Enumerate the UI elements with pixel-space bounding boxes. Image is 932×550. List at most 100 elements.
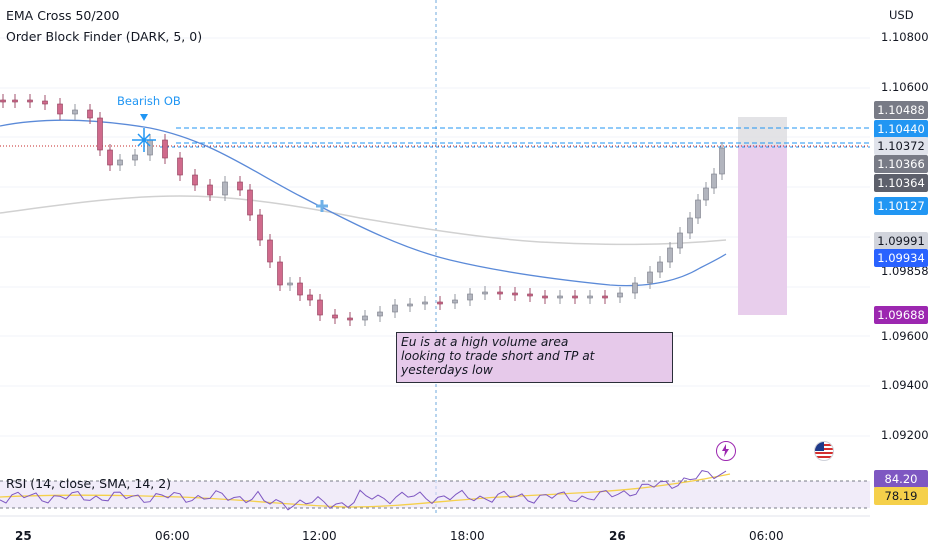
- price-axis-label: 1.09200: [881, 428, 929, 442]
- rsi-band: [0, 481, 870, 508]
- time-label-1800: 18:00: [450, 529, 485, 543]
- us-flag-event-icon[interactable]: [814, 441, 834, 461]
- candle-body: [192, 174, 198, 186]
- candle-body: [207, 184, 213, 196]
- candle-body: [317, 299, 323, 316]
- candle-body: [407, 303, 413, 307]
- price-axis-label: 1.09858: [881, 264, 929, 279]
- candle-body: [27, 99, 33, 103]
- candles: [0, 94, 725, 326]
- candle-body: [57, 103, 63, 115]
- price-axis-label: 1.10600: [881, 79, 929, 94]
- candle-body: [422, 301, 428, 305]
- candle-body: [377, 311, 383, 317]
- chart-grid: [0, 37, 870, 437]
- candle-body: [602, 295, 608, 299]
- candle-body: [72, 109, 78, 115]
- candle-body: [12, 99, 18, 103]
- candle-body: [362, 315, 368, 321]
- price-axis-label: 1.09400: [881, 378, 929, 393]
- time-label-25: 25: [15, 529, 32, 543]
- price-axis-label: 1.10800: [881, 30, 929, 44]
- candle-body: [307, 294, 313, 301]
- rsi-label[interactable]: RSI (14, close, SMA, 14, 2): [6, 476, 172, 491]
- price-tag: 1.09934: [874, 249, 928, 267]
- candle-body: [687, 217, 693, 234]
- price-tag: 1.10364: [874, 174, 928, 192]
- candle-body: [711, 173, 717, 189]
- candle-body: [117, 159, 123, 166]
- candle-body: [542, 295, 548, 299]
- candle-body: [587, 295, 593, 299]
- candle-body: [557, 295, 563, 299]
- price-tag: 1.10366: [874, 155, 928, 173]
- price-tag: 1.10127: [874, 197, 928, 215]
- indicator-order-block[interactable]: Order Block Finder (DARK, 5, 0): [6, 29, 203, 44]
- time-label-0600-next: 06:00: [749, 529, 784, 543]
- rsi-line: [0, 470, 727, 511]
- candle-body: [647, 271, 653, 284]
- candle-body: [162, 139, 168, 159]
- price-tag: 1.09688: [874, 306, 928, 324]
- candle-body: [297, 282, 303, 296]
- candle-body: [719, 147, 725, 175]
- annotation-line-3: yesterdays low: [401, 363, 493, 377]
- ema-cross-marker-icon: [316, 200, 328, 212]
- candle-body: [657, 261, 663, 273]
- candle-body: [497, 291, 503, 295]
- lightning-event-icon[interactable]: [716, 441, 736, 461]
- short-position-target-zone[interactable]: [738, 145, 787, 315]
- candle-body: [332, 314, 338, 319]
- currency-label[interactable]: USD: [889, 8, 914, 22]
- candle-body: [617, 292, 623, 298]
- candle-body: [347, 317, 353, 321]
- rsi-ma-value-tag: 78.19: [874, 487, 928, 505]
- short-position-stop-zone[interactable]: [738, 117, 787, 145]
- bearish-ob-marker-icon: [140, 114, 148, 121]
- candle-body: [257, 214, 263, 241]
- rsi-ma-line: [0, 473, 731, 508]
- time-label-26: 26: [609, 529, 626, 543]
- candle-body: [392, 304, 398, 313]
- candle-body: [452, 299, 458, 304]
- candle-body: [132, 154, 138, 161]
- price-tag: 1.10372: [874, 137, 928, 155]
- candle-body: [482, 291, 488, 295]
- time-label-0600: 06:00: [155, 529, 190, 543]
- candle-body: [87, 109, 93, 119]
- annotation-note[interactable]: Eu is at a high volume area looking to t…: [396, 332, 673, 383]
- candle-body: [107, 149, 113, 166]
- candle-body: [247, 189, 253, 216]
- candle-body: [177, 157, 183, 176]
- candle-body: [42, 100, 48, 105]
- ema-50-line: [0, 119, 727, 287]
- candle-body: [632, 282, 638, 294]
- candle-body: [512, 292, 518, 296]
- annotation-line-2: looking to trade short and TP at: [401, 349, 595, 363]
- candle-body: [667, 247, 673, 263]
- price-tag: 1.10488: [874, 101, 928, 119]
- candle-body: [222, 181, 228, 196]
- cross-marker-icon: [132, 128, 156, 152]
- time-label-1200: 12:00: [302, 529, 337, 543]
- candle-body: [572, 295, 578, 299]
- candle-body: [703, 187, 709, 201]
- candle-body: [267, 239, 273, 263]
- candle-body: [695, 199, 701, 219]
- candle-body: [97, 117, 103, 151]
- candle-body: [287, 282, 293, 286]
- candle-body: [437, 301, 443, 305]
- candle-body: [277, 261, 283, 286]
- price-axis-label: 1.09600: [881, 328, 929, 343]
- candle-body: [467, 293, 473, 301]
- candle-body: [0, 99, 6, 103]
- candle-body: [677, 232, 683, 249]
- annotation-line-1: Eu is at a high volume area: [401, 335, 569, 349]
- indicator-ema-cross[interactable]: EMA Cross 50/200: [6, 8, 120, 23]
- price-tag: 1.10440: [874, 120, 928, 138]
- rsi-value-tag: 84.20: [874, 470, 928, 488]
- ema-200-line: [0, 195, 727, 246]
- candle-body: [147, 139, 153, 156]
- price-tag: 1.09991: [874, 232, 928, 250]
